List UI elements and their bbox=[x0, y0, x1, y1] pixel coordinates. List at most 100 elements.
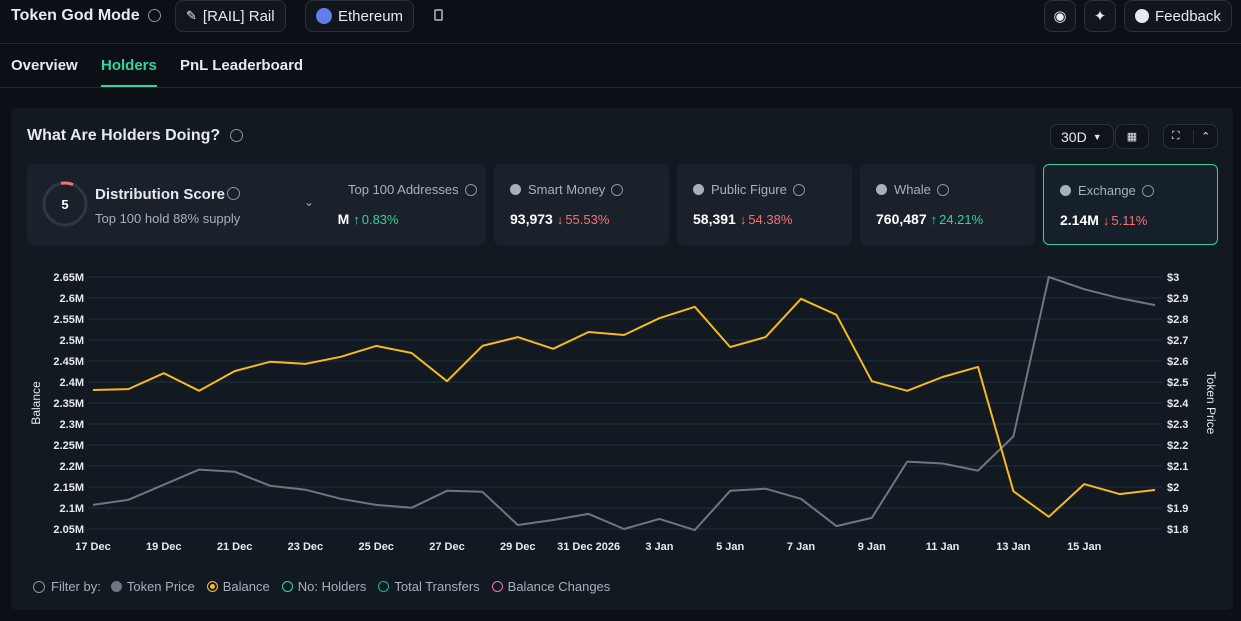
info-icon[interactable] bbox=[792, 184, 805, 196]
x-tick-label: 31 Dec 2026 bbox=[557, 541, 620, 553]
metric-card[interactable]: Exchange 2.14M ↓ 5.11% bbox=[1043, 164, 1218, 245]
y2-tick-label: $2.7 bbox=[1167, 335, 1188, 347]
metric-name: Smart Money bbox=[528, 182, 606, 197]
legend-text: Balance bbox=[222, 579, 270, 594]
y2-tick-label: $2.5 bbox=[1167, 377, 1188, 389]
metric-label: Whale bbox=[876, 182, 949, 197]
calendar-button[interactable]: ▦ bbox=[1115, 124, 1149, 149]
y-tick-label: 2.05M bbox=[53, 524, 84, 536]
y-tick-label: 2.45M bbox=[53, 356, 84, 368]
metric-value: 93,973 ↓ 55.53% bbox=[510, 211, 609, 227]
y2-tick-label: $3 bbox=[1167, 272, 1179, 284]
app-title: Token God Mode bbox=[11, 7, 140, 24]
change-value: 5.11% bbox=[1111, 213, 1148, 228]
metric-card[interactable]: Top 100 Addresses92M↑0.83% bbox=[311, 164, 486, 245]
info-icon[interactable] bbox=[148, 9, 161, 22]
period-label: 30D bbox=[1061, 128, 1087, 145]
metric-change: ↑ 24.21% bbox=[931, 212, 984, 227]
info-icon[interactable] bbox=[936, 184, 949, 196]
change-value: 24.21% bbox=[939, 212, 984, 227]
change-arrow: ↓ bbox=[556, 212, 564, 227]
tab[interactable]: Holders bbox=[101, 57, 157, 74]
x-tick-label: 15 Jan bbox=[1067, 541, 1102, 553]
chain-button[interactable]: Ethereum bbox=[305, 0, 415, 32]
metric-icon bbox=[1060, 185, 1071, 196]
metric-change: ↓ 5.11% bbox=[1103, 213, 1147, 228]
y-tick-label: 2.25M bbox=[53, 440, 84, 452]
legend-item[interactable]: Balance Changes bbox=[491, 579, 610, 594]
y2-tick-label: $1.8 bbox=[1167, 524, 1188, 536]
x-tick-label: 5 Jan bbox=[716, 541, 744, 553]
score-title: Distribution Score bbox=[95, 186, 226, 203]
tab[interactable]: Overview bbox=[11, 57, 78, 74]
y2-tick-label: $2.8 bbox=[1167, 314, 1188, 326]
period-select[interactable]: 30D ▼ bbox=[1050, 124, 1114, 149]
info-icon bbox=[33, 580, 45, 593]
legend-swatch bbox=[378, 581, 390, 592]
token-button[interactable]: ✎ [RAIL] Rail bbox=[175, 0, 286, 32]
y-tick-label: 2.6M bbox=[60, 293, 84, 305]
x-tick-label: 19 Dec bbox=[146, 541, 181, 553]
y-tick-label: 2.5M bbox=[60, 335, 84, 347]
expand-icon[interactable]: ⌄ bbox=[304, 195, 315, 209]
metric-label: Top 100 Addresses bbox=[348, 182, 477, 197]
series-line bbox=[92, 297, 1156, 518]
y-axis-title: Balance bbox=[29, 381, 43, 425]
tab-underline bbox=[101, 85, 157, 87]
view-controls[interactable]: ⛶ ⌃ bbox=[1163, 124, 1218, 149]
metric-icon bbox=[510, 184, 521, 195]
tab[interactable]: PnL Leaderboard bbox=[180, 57, 304, 74]
metric-number: 760,487 bbox=[876, 211, 927, 227]
chain-name: Ethereum bbox=[338, 7, 404, 25]
x-tick-label: 3 Jan bbox=[645, 541, 673, 553]
x-tick-label: 13 Jan bbox=[996, 541, 1031, 553]
metric-number: 58,391 bbox=[693, 211, 736, 227]
copy-icon[interactable] bbox=[434, 9, 443, 21]
legend: Filter by: Token Price Balance No: Holders T… bbox=[33, 579, 616, 594]
metric-value: 2.14M ↓ 5.11% bbox=[1060, 212, 1147, 228]
legend-item[interactable]: Total Transfers bbox=[378, 579, 480, 594]
legend-swatch bbox=[110, 581, 122, 592]
change-arrow: ↑ bbox=[353, 212, 360, 227]
y2-axis-title: Token Price bbox=[1204, 372, 1218, 435]
feedback-label: Feedback bbox=[1155, 7, 1221, 25]
legend-text: No: Holders bbox=[297, 579, 367, 594]
series-line bbox=[92, 276, 1156, 532]
legend-item[interactable]: Token Price bbox=[110, 579, 195, 594]
info-icon[interactable] bbox=[1141, 185, 1154, 197]
metric-name: Exchange bbox=[1078, 183, 1136, 198]
watch-button[interactable]: ◉ bbox=[1044, 0, 1076, 32]
metric-card[interactable]: Public Figure 58,391 ↓ 54.38% bbox=[677, 164, 852, 245]
change-arrow: ↑ bbox=[930, 212, 938, 227]
y-tick-label: 2.15M bbox=[53, 482, 84, 494]
y-tick-label: 2.55M bbox=[53, 314, 84, 326]
x-tick-label: 23 Dec bbox=[288, 541, 323, 553]
legend-text: Token Price bbox=[126, 579, 195, 594]
legend-item[interactable]: Balance bbox=[206, 579, 270, 594]
info-icon[interactable] bbox=[227, 187, 240, 200]
metric-card[interactable]: Smart Money 93,973 ↓ 55.53% bbox=[494, 164, 669, 245]
legend-swatch bbox=[491, 581, 503, 592]
feedback-button[interactable]: Feedback bbox=[1124, 0, 1232, 32]
pin-button[interactable]: ✦ bbox=[1084, 0, 1116, 32]
x-tick-label: 29 Dec bbox=[500, 541, 535, 553]
info-icon[interactable] bbox=[464, 184, 477, 196]
y2-tick-label: $2.1 bbox=[1167, 461, 1188, 473]
metric-number: 93,973 bbox=[510, 211, 553, 227]
metric-icon bbox=[876, 184, 887, 195]
info-icon[interactable] bbox=[230, 129, 243, 142]
legend-swatch bbox=[281, 581, 293, 592]
metric-change: ↓ 54.38% bbox=[740, 212, 793, 227]
legend-item[interactable]: No: Holders bbox=[281, 579, 367, 594]
metric-card[interactable]: Whale 760,487 ↑ 24.21% bbox=[860, 164, 1035, 245]
info-icon[interactable] bbox=[611, 184, 624, 196]
change-value: 55.53% bbox=[565, 212, 610, 227]
score: 5 bbox=[61, 197, 68, 212]
y2-tick-label: $1.9 bbox=[1167, 503, 1188, 515]
y2-tick-label: $2.4 bbox=[1167, 398, 1189, 410]
change-value: 0.83% bbox=[361, 212, 399, 227]
x-tick-label: 17 Dec bbox=[75, 541, 110, 553]
distribution-card[interactable]: 5 Distribution Score Top 100 hold 88% su… bbox=[27, 164, 337, 245]
x-tick-label: 21 Dec bbox=[217, 541, 252, 553]
